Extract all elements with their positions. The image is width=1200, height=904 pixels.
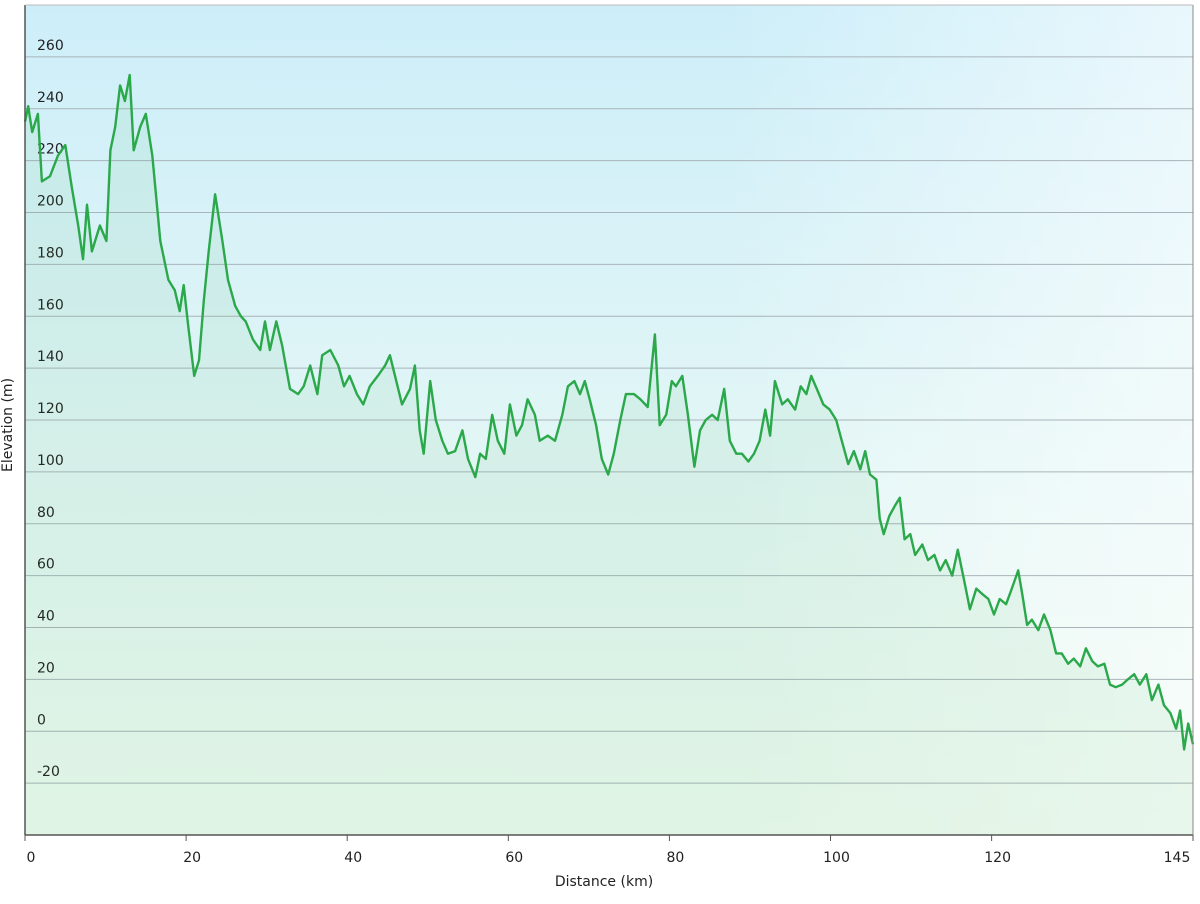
x-axis-label: Distance (km) bbox=[555, 874, 653, 890]
x-tick-label: 0 bbox=[27, 850, 36, 866]
y-tick-label: 100 bbox=[37, 453, 64, 469]
y-tick-label: -20 bbox=[37, 764, 60, 780]
elevation-line bbox=[23, 73, 1195, 751]
area-fill bbox=[25, 75, 1193, 835]
y-tick-label: 120 bbox=[37, 401, 64, 417]
y-tick-label: 40 bbox=[37, 609, 55, 625]
y-tick-label: 20 bbox=[37, 660, 55, 676]
y-tick-label: 140 bbox=[37, 349, 64, 365]
y-tick-label: 60 bbox=[37, 557, 55, 573]
y-tick-label: 240 bbox=[37, 90, 64, 106]
x-tick-label: 20 bbox=[183, 850, 201, 866]
x-tick-label: 100 bbox=[823, 850, 850, 866]
y-tick-label: 260 bbox=[37, 38, 64, 54]
x-tick-label: 40 bbox=[344, 850, 362, 866]
x-tick-label: 145 bbox=[1164, 850, 1191, 866]
y-axis-label: Elevation (m) bbox=[0, 378, 16, 472]
y-tick-label: 220 bbox=[37, 142, 64, 158]
y-tick-label: 200 bbox=[37, 194, 64, 210]
y-tick-label: 0 bbox=[37, 712, 46, 728]
x-tick-label: 120 bbox=[984, 850, 1011, 866]
y-tick-label: 160 bbox=[37, 297, 64, 313]
x-tick-label: 80 bbox=[666, 850, 684, 866]
y-tick-label: 80 bbox=[37, 505, 55, 521]
y-tick-label: 180 bbox=[37, 245, 64, 261]
x-tick-label: 60 bbox=[505, 850, 523, 866]
